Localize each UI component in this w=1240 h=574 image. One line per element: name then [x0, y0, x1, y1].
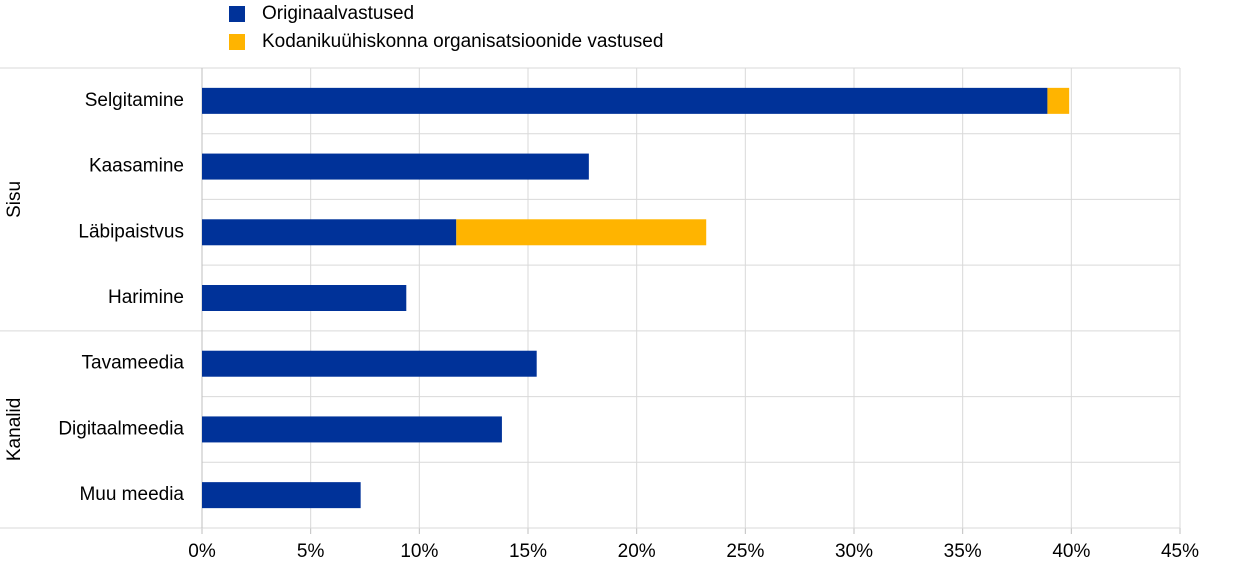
bar	[202, 416, 502, 443]
bar	[202, 219, 457, 246]
bar	[202, 285, 407, 311]
y-tick-label: Muu meedia	[79, 484, 184, 505]
x-tick-label: 40%	[1052, 541, 1090, 562]
legend-label: Originaalvastused	[262, 3, 414, 24]
x-tick-label: 35%	[944, 541, 982, 562]
legend-swatch	[229, 6, 245, 22]
group-label: Sisu	[4, 181, 25, 218]
x-tick-label: 5%	[297, 541, 325, 562]
bar	[1047, 87, 1070, 114]
bar	[202, 87, 1048, 114]
y-tick-label: Harimine	[108, 287, 184, 308]
group-label: Kanalid	[4, 398, 25, 461]
x-tick-label: 20%	[618, 541, 656, 562]
x-tick-label: 25%	[726, 541, 764, 562]
x-tick-label: 45%	[1161, 541, 1199, 562]
y-tick-label: Digitaalmeedia	[58, 418, 184, 439]
bar	[202, 482, 361, 509]
legend-label: Kodanikuühiskonna organisatsioonide vast…	[262, 31, 663, 52]
y-tick-label: Läbipaistvus	[78, 221, 184, 242]
y-tick-label: Selgitamine	[85, 90, 184, 111]
bar	[202, 350, 537, 377]
x-tick-label: 30%	[835, 541, 873, 562]
x-tick-label: 0%	[188, 541, 216, 562]
bar	[456, 219, 707, 246]
bar	[202, 153, 589, 180]
y-tick-label: Kaasamine	[89, 156, 184, 177]
x-tick-label: 15%	[509, 541, 547, 562]
y-tick-label: Tavameedia	[82, 353, 185, 374]
legend-swatch	[229, 34, 245, 50]
x-tick-label: 10%	[400, 541, 438, 562]
